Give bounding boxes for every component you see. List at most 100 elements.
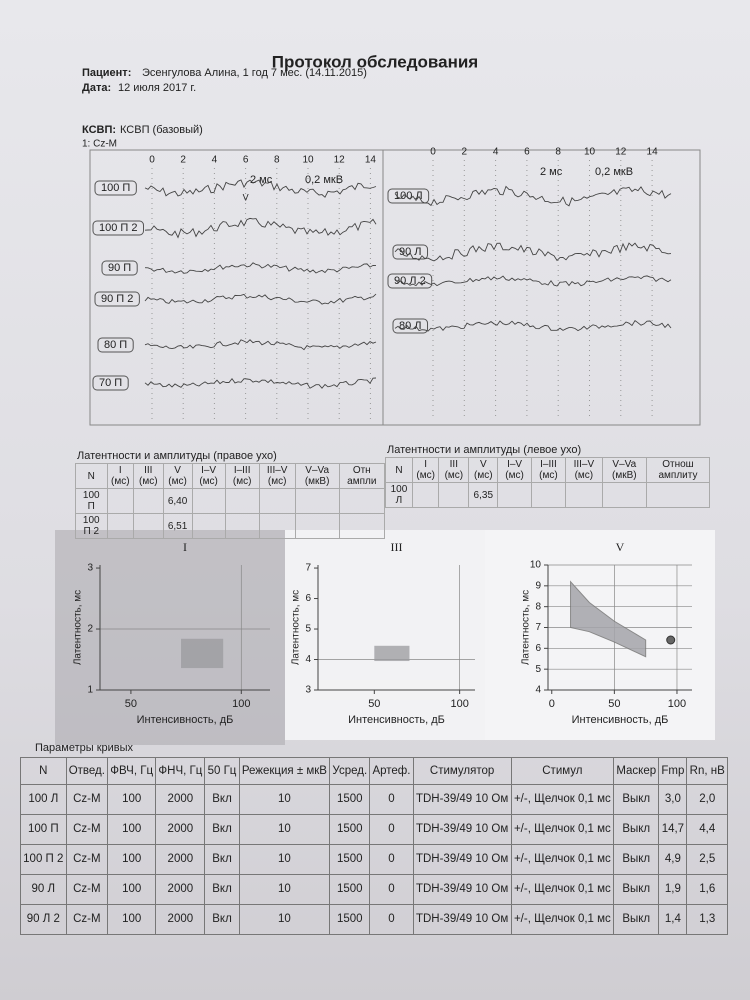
header-cell: V–Va (мкВ) [601,457,647,483]
cell: Cz-M [65,904,109,935]
cell: +/-, Щелчок 0,1 мс [510,874,615,905]
cell [601,482,647,508]
cell: +/-, Щелчок 0,1 мс [510,814,615,845]
cell: 6,51 [162,513,193,539]
date-label: Дата: [82,82,111,94]
header-cell: Fmp [658,757,688,785]
waveform-trace [144,339,377,351]
y-tick-label: 9 [535,580,541,591]
y-tick-label: 4 [305,654,311,665]
cell: 10 [238,874,331,905]
cell: 100 Л [20,784,67,815]
cell: Выкл [613,844,660,875]
cell: +/-, Щелчок 0,1 мс [510,844,615,875]
cell: 2,5 [686,844,728,875]
time-tick-label: 10 [584,147,596,158]
header-cell: V (мс) [468,457,499,483]
latency-title: Латентности и амплитуды (правое ухо) [77,450,277,462]
row: 100 Л Cz-M 100 2000 Вкл 10 1500 0 TDH-39/49 10 О… [20,784,728,815]
y-tick-label: 5 [535,664,541,675]
header-cell: N [75,463,108,489]
cell [191,513,226,539]
cell [106,513,135,539]
parameters-table: N Отвед. ФВЧ, Гц ФНЧ, Гц 50 Гц Режекция ± мкВ… [20,757,728,935]
cell: 4,9 [658,844,688,875]
norm-area [181,638,224,669]
header-cell: I–V (мс) [497,457,532,483]
y-axis-label: Латентность, мс [521,590,532,665]
channel: 1: Cz-M [82,139,117,150]
x-tick-label: 100 [450,698,468,710]
y-tick-label: 7 [305,563,311,574]
row: 100 П 2 Cz-M 100 2000 Вкл 10 1500 0 TDH-39/49 10… [20,844,728,875]
cell: 10 [238,904,331,935]
time-tick-label: 0 [430,147,436,158]
cell: TDH-39/49 10 Ом [412,784,512,815]
trace-label-box [94,180,137,196]
recording-name: КСВП (базовый) [120,124,203,136]
x-axis-label: Интенсивность, дБ [137,714,234,726]
cell: 100 [107,844,157,875]
cell [258,513,296,539]
x-tick-label: 0 [549,698,555,710]
cell [294,513,340,539]
header-row: N Отвед. ФВЧ, Гц ФНЧ, Гц 50 Гц Режекция ± мкВ… [20,757,728,785]
header-cell: I–V (мс) [191,463,226,489]
trace-label: 100 Л [394,190,423,202]
trace-label-box [94,291,140,307]
cell: 1,3 [686,904,728,935]
y-tick-label: 7 [535,622,541,633]
trace-label-box [392,244,429,260]
y-tick-label: 3 [87,563,93,574]
amp-scale: 0,2 мкВ [305,174,343,186]
time-tick-label: 4 [212,155,218,166]
cell: 100 П [20,814,67,845]
y-tick-label: 4 [535,685,541,696]
x-tick-label: 100 [668,698,686,710]
cell [191,488,226,514]
trace-label: 100 П 2 [99,222,138,234]
cell: 0 [369,844,414,875]
cell: 0 [369,814,414,845]
cell: 2000 [155,904,206,935]
header-cell: Стимулятор [412,757,512,785]
trace-label: 80 П [104,339,127,351]
cell: Cz-M [65,874,109,905]
cell: Вкл [204,904,240,935]
cell: 100 П 2 [20,844,67,875]
cell: 0 [369,784,414,815]
title: Протокол обследования [272,52,478,71]
cell: 1500 [329,844,371,875]
trace-label-box [92,220,144,236]
cell [438,482,470,508]
norm-area [374,645,410,662]
cell: 100 [107,904,157,935]
cell: Выкл [613,814,660,845]
cell: 1,6 [686,874,728,905]
cell: Cz-M [65,784,109,815]
trace-label: 90 П [108,262,131,274]
cell: 4,4 [686,814,728,845]
cell: 3,0 [658,784,688,815]
cell: TDH-39/49 10 Ом [412,874,512,905]
cell [224,488,260,514]
header-cell: Артеф. [369,757,414,785]
cell: 2000 [155,784,206,815]
header-cell: I (мс) [411,457,440,483]
cell: 100 П 2 [75,513,108,539]
cell: Выкл [613,874,660,905]
y-tick-label: 5 [305,624,311,635]
cell [565,482,603,508]
trace-label-box [392,318,429,334]
cell: 1,4 [658,904,688,935]
y-tick-label: 10 [530,560,542,571]
cell: TDH-39/49 10 Ом [412,844,512,875]
header-cell: V–Va (мкВ) [294,463,340,489]
peak-marker: V [243,192,249,202]
time-scale: 2 мс [540,166,563,178]
cell [645,482,711,508]
